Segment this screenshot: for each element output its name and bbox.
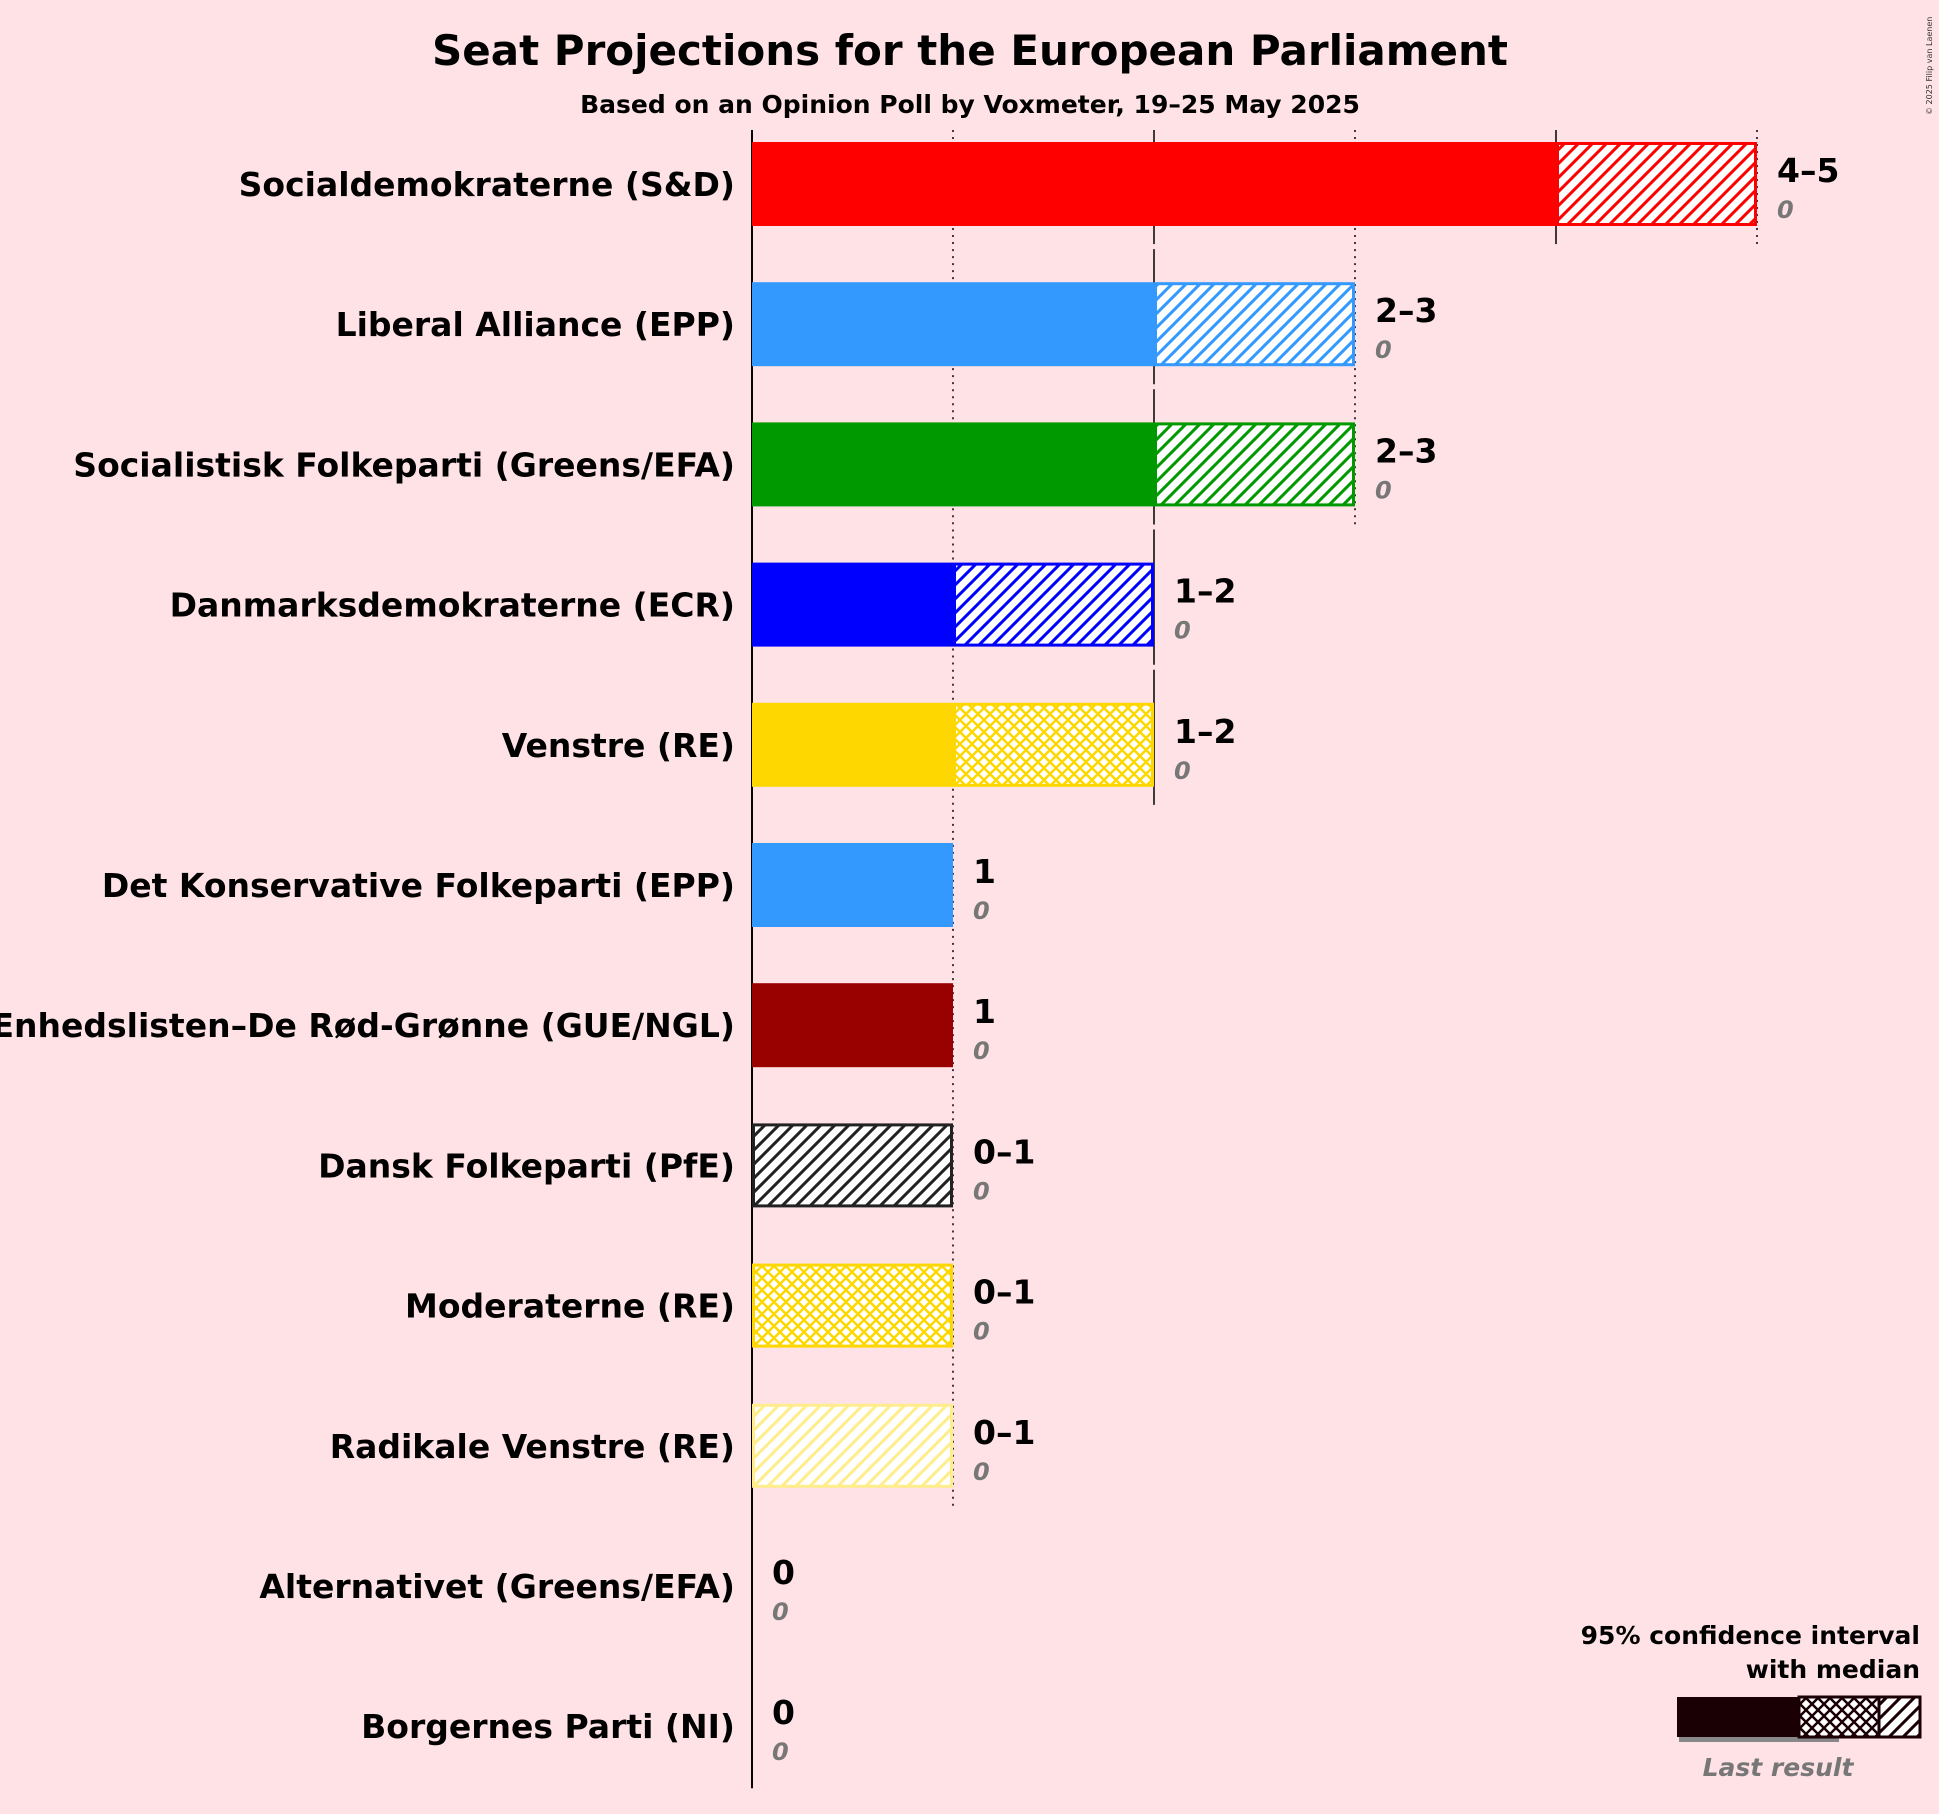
party-label: Alternativet (Greens/EFA) (259, 1567, 735, 1606)
party-row: Moderaterne (RE) 0–1 0 (405, 1263, 1035, 1348)
bar-solid-segment (752, 282, 1154, 367)
bar-solid-segment (752, 422, 1154, 507)
last-result-label: 0 (1375, 476, 1392, 504)
bar-upper-segment (1154, 422, 1355, 507)
bar-upper-segment (953, 562, 1154, 647)
party-row: Venstre (RE) 1–2 0 (502, 702, 1236, 787)
range-label: 1 (973, 992, 996, 1031)
bar-solid-segment (752, 142, 1556, 226)
range-label: 1–2 (1174, 572, 1236, 611)
bar-solid-segment (752, 562, 953, 647)
legend-line1: 95% confidence interval (1581, 1621, 1920, 1650)
party-label: Moderaterne (RE) (405, 1287, 735, 1326)
last-result-label: 0 (1375, 336, 1392, 364)
last-result-label: 0 (973, 1037, 990, 1065)
last-result-label: 0 (1174, 757, 1191, 785)
range-label: 0–1 (973, 1273, 1035, 1312)
chart-title: Seat Projections for the European Parlia… (432, 26, 1508, 75)
last-result-label: 0 (1777, 196, 1794, 224)
range-label: 0 (772, 1693, 795, 1732)
range-label: 1 (973, 852, 996, 891)
party-row: Socialdemokraterne (S&D) 4–5 0 (239, 142, 1839, 226)
bar-median-segment (953, 702, 1154, 787)
last-result-label: 0 (973, 1458, 990, 1486)
bar-upper-segment (1556, 142, 1757, 226)
copyright-note: © 2025 Filip van Laenen (1925, 17, 1934, 115)
party-row: Socialistisk Folkeparti (Greens/EFA) 2–3 0 (73, 422, 1437, 507)
legend-crosshatch-segment (1797, 1695, 1881, 1739)
range-label: 2–3 (1375, 291, 1437, 330)
bar-median-segment (752, 1263, 953, 1348)
party-label: Venstre (RE) (502, 726, 735, 765)
last-result-label: 0 (1174, 617, 1191, 645)
party-label: Socialistisk Folkeparti (Greens/EFA) (73, 445, 735, 484)
bar-solid-segment (752, 843, 953, 927)
bar-upper-segment (1154, 282, 1355, 367)
range-label: 2–3 (1375, 431, 1437, 470)
legend-line2: with median (1746, 1655, 1920, 1684)
party-row: Radikale Venstre (RE) 0–1 0 (330, 1403, 1035, 1488)
legend-solid-segment (1677, 1697, 1799, 1737)
last-result-label: 0 (772, 1738, 789, 1766)
last-result-label: 0 (973, 1177, 990, 1205)
party-row: Enhedslisten–De Rød-Grønne (GUE/NGL) 1 0 (0, 983, 996, 1068)
party-label: Det Konservative Folkeparti (EPP) (102, 866, 735, 905)
legend-hatch-segment (1877, 1695, 1922, 1739)
bar-solid-segment (752, 983, 953, 1068)
range-label: 4–5 (1777, 151, 1839, 190)
party-label: Liberal Alliance (EPP) (336, 305, 735, 344)
party-row: Det Konservative Folkeparti (EPP) 1 0 (102, 843, 996, 927)
range-label: 0–1 (973, 1413, 1035, 1452)
party-row: Borgernes Parti (NI) 0 0 (361, 1693, 795, 1766)
chart-subtitle: Based on an Opinion Poll by Voxmeter, 19… (580, 90, 1360, 119)
party-label: Enhedslisten–De Rød-Grønne (GUE/NGL) (0, 1006, 735, 1045)
last-result-label: 0 (973, 897, 990, 925)
range-label: 0 (772, 1553, 795, 1592)
bar-upper-segment (752, 1403, 953, 1488)
party-row: Dansk Folkeparti (PfE) 0–1 0 (318, 1123, 1035, 1208)
party-label: Danmarksdemokraterne (ECR) (170, 586, 735, 625)
party-row: Alternativet (Greens/EFA) 0 0 (259, 1553, 795, 1626)
party-label: Radikale Venstre (RE) (330, 1427, 735, 1466)
bar-upper-segment (752, 1123, 953, 1208)
party-label: Borgernes Parti (NI) (361, 1707, 735, 1746)
bar-solid-segment (752, 702, 953, 787)
last-result-label: 0 (772, 1598, 789, 1626)
gridlines (751, 130, 1758, 1789)
last-result-label: 0 (973, 1318, 990, 1346)
party-row: Danmarksdemokraterne (ECR) 1–2 0 (170, 562, 1236, 647)
range-label: 0–1 (973, 1132, 1035, 1171)
legend: 95% confidence interval with median Last… (1581, 1621, 1922, 1782)
party-label: Socialdemokraterne (S&D) (239, 165, 735, 204)
legend-last-result-label: Last result (1703, 1753, 1855, 1782)
party-label: Dansk Folkeparti (PfE) (318, 1146, 735, 1185)
range-label: 1–2 (1174, 712, 1236, 751)
party-row: Liberal Alliance (EPP) 2–3 0 (336, 282, 1437, 367)
